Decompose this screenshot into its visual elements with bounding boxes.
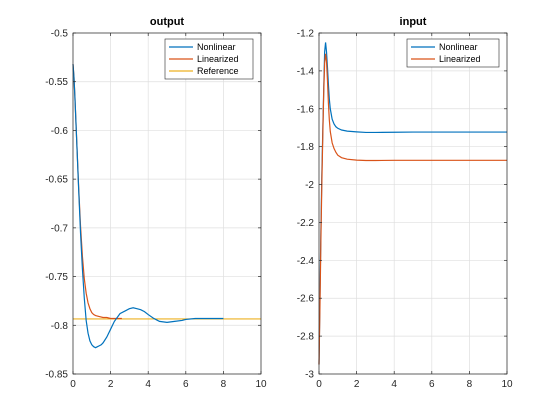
output-xtick-label: 2: [108, 379, 114, 390]
input-xtick-label: 2: [354, 379, 360, 390]
input-legend-box: [406, 38, 500, 68]
input-ytick-label: -2.2: [297, 218, 315, 229]
output-ytick-label: -0.85: [45, 370, 68, 381]
input-xtick-label: 8: [467, 379, 473, 390]
output-xtick-label: 8: [221, 379, 227, 390]
output-ytick-label: -0.5: [51, 29, 69, 40]
output-legend: Nonlinear Linearized Reference: [164, 38, 254, 80]
input-ytick-label: -2: [305, 180, 314, 191]
input-ytick-label: -1.8: [297, 142, 315, 153]
input-ticks: 0 2 4 6 8 10 -3 -2.8 -2.6 -2.4 -2.2 -2 -1.8 -1.6 -1.4 -…: [297, 29, 513, 391]
output-legend-label: Nonlinear: [197, 42, 236, 52]
output-axes-frame: [72, 32, 262, 375]
input-series-linearized: [318, 53, 507, 365]
output-grid: [72, 32, 262, 375]
output-xtick-label: 10: [255, 379, 267, 390]
input-xtick-label: 0: [316, 379, 322, 390]
output-ytick-label: -0.7: [51, 223, 69, 234]
input-ytick-label: -2.8: [297, 332, 315, 343]
input-axes-frame: [318, 32, 508, 375]
input-ytick-label: -2.4: [297, 256, 315, 267]
output-plot: 0 2 4 6 8 10 -0.85 -0.8 -0.75 -0.7 -0.65 -0.6 -0.55 -…: [45, 16, 267, 390]
output-xtick-label: 6: [183, 379, 189, 390]
output-xtick-label: 4: [145, 379, 151, 390]
input-series-layer: [318, 42, 507, 365]
output-legend-label: Linearized: [197, 54, 239, 64]
input-ytick-label: -1.6: [297, 104, 315, 115]
output-ytick-label: -0.6: [51, 126, 69, 137]
output-ytick-label: -0.65: [45, 175, 68, 186]
output-series-layer: [72, 64, 261, 349]
output-xtick-label: 0: [70, 379, 76, 390]
output-legend-label: Reference: [197, 66, 239, 76]
input-ytick-label: -3: [305, 370, 314, 381]
input-ytick-label: -2.6: [297, 294, 315, 305]
input-xtick-label: 4: [391, 379, 397, 390]
input-legend-label: Linearized: [439, 54, 481, 64]
input-xtick-label: 6: [429, 379, 435, 390]
input-title: input: [400, 16, 427, 28]
output-title: output: [150, 16, 185, 28]
input-plot: 0 2 4 6 8 10 -3 -2.8 -2.6 -2.4 -2.2 -2 -1.8 -1.6 -1.4 -…: [297, 16, 513, 390]
output-ytick-label: -0.55: [45, 77, 68, 88]
input-ytick-label: -1.4: [297, 66, 315, 77]
input-legend: Nonlinear Linearized: [406, 38, 500, 68]
input-ytick-label: -1.2: [297, 29, 315, 40]
output-ytick-label: -0.8: [51, 321, 69, 332]
output-ytick-label: -0.75: [45, 272, 68, 283]
input-xtick-label: 10: [501, 379, 513, 390]
output-ticks: 0 2 4 6 8 10 -0.85 -0.8 -0.75 -0.7 -0.65 -0.6 -0.55 -…: [45, 29, 267, 391]
input-legend-label: Nonlinear: [439, 42, 478, 52]
output-series-nonlinear: [72, 64, 224, 349]
